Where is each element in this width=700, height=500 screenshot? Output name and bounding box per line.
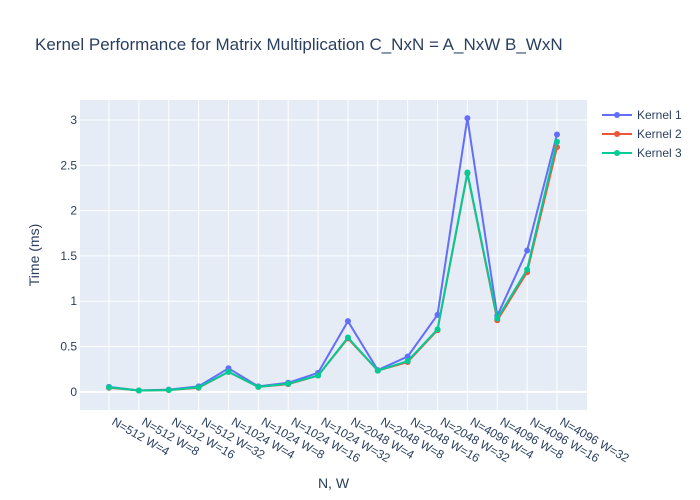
- legend: Kernel 1 Kernel 2 Kernel 3: [602, 108, 682, 160]
- y-tick-label: 2.5: [60, 158, 77, 172]
- chart-title: Kernel Performance for Matrix Multiplica…: [35, 35, 563, 54]
- data-point: [255, 383, 262, 390]
- legend-marker: [614, 150, 620, 156]
- series-group: [106, 115, 560, 394]
- data-point: [106, 384, 112, 391]
- y-tick-label: 1: [70, 294, 77, 308]
- y-tick-label: 1.5: [60, 249, 77, 263]
- data-point: [524, 266, 531, 273]
- plot-area: [80, 100, 587, 410]
- data-point: [225, 368, 232, 375]
- x-tick-labels: N=512 W=4N=512 W=8N=512 W=16N=512 W=32N=…: [110, 414, 632, 465]
- legend-marker: [614, 112, 620, 118]
- data-point: [554, 138, 560, 145]
- data-point: [135, 387, 142, 394]
- data-point: [404, 353, 411, 360]
- legend-label: Kernel 1: [637, 108, 682, 122]
- y-tick-labels: 0 0.5 1 1.5 2 2.5 3: [60, 113, 77, 399]
- series-line-kernel-3: [108, 141, 558, 392]
- data-point: [524, 247, 531, 254]
- data-point: [434, 326, 441, 333]
- data-point: [404, 358, 411, 365]
- legend-label: Kernel 3: [637, 146, 682, 160]
- data-point: [374, 367, 381, 374]
- data-point: [344, 334, 351, 341]
- x-axis-title: N, W: [318, 475, 350, 491]
- data-point: [285, 380, 292, 387]
- data-point: [344, 318, 351, 325]
- data-point: [315, 372, 322, 379]
- y-tick-label: 0: [70, 385, 77, 399]
- y-tick-label: 0.5: [60, 340, 77, 354]
- data-point: [464, 115, 471, 122]
- data-point: [195, 384, 202, 391]
- data-point: [494, 315, 501, 322]
- legend-label: Kernel 2: [637, 127, 682, 141]
- y-tick-label: 2: [70, 204, 77, 218]
- y-axis-title: Time (ms): [26, 224, 42, 286]
- y-tick-label: 3: [70, 113, 77, 127]
- data-point: [464, 169, 471, 176]
- legend-marker: [614, 131, 620, 137]
- data-point: [554, 131, 560, 138]
- data-point: [165, 387, 172, 394]
